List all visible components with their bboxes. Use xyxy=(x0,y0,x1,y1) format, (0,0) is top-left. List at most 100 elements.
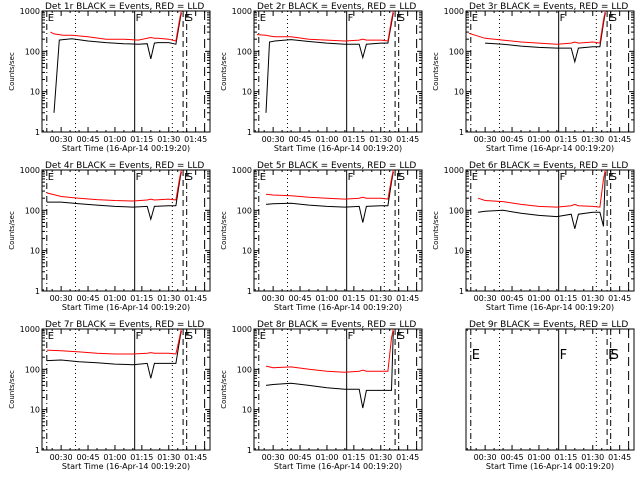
x-tick-label: 00:30 xyxy=(474,135,497,144)
event-marker-label: F xyxy=(136,172,142,183)
y-tick-label: 1 xyxy=(247,128,252,137)
y-axis-label: Counts/sec xyxy=(8,370,16,409)
event-marker-label: E xyxy=(48,331,54,342)
x-tick-label: 01:30 xyxy=(581,294,604,303)
series-lld-line xyxy=(50,10,182,42)
panel-title: Det 2r BLACK = Events, RED = LLD xyxy=(257,2,416,12)
x-axis-label: Start Time (16-Apr-14 00:19:20) xyxy=(274,303,402,312)
panel-8: Det 8r BLACK = Events, RED = LLD 1 10 100 10… xyxy=(220,320,423,471)
y-tick-label: 100 xyxy=(25,47,40,56)
y-tick-label: 10 xyxy=(454,247,464,256)
y-tick-label: 1 xyxy=(247,287,252,296)
y-tick-label: 100 xyxy=(25,206,40,215)
event-marker-label: E xyxy=(184,172,190,183)
plot-frame xyxy=(253,328,423,451)
series-events-line xyxy=(265,330,394,409)
series-events-line xyxy=(46,330,182,379)
x-tick-label: 01:45 xyxy=(396,294,419,303)
panel-title: Det 9r BLACK = Events, RED = LLD xyxy=(469,320,628,330)
x-tick-label: 01:45 xyxy=(608,453,631,462)
y-axis-label: Counts/sec xyxy=(432,211,440,250)
x-tick-label: 01:15 xyxy=(554,453,577,462)
y-tick-label: 100 xyxy=(449,47,464,56)
series-lld-line xyxy=(256,10,394,42)
x-tick-label: 01:15 xyxy=(554,135,577,144)
plot-frame xyxy=(41,169,211,292)
panel-7: Det 7r BLACK = Events, RED = LLD 1 10 100 10… xyxy=(8,320,211,471)
plot-frame xyxy=(41,10,211,133)
x-tick-label: 01:00 xyxy=(103,453,126,462)
x-tick-label: 01:45 xyxy=(184,294,207,303)
y-tick-label: 100 xyxy=(449,206,464,215)
x-tick-label: 01:00 xyxy=(103,135,126,144)
y-axis-label: Counts/sec xyxy=(8,52,16,91)
event-marker-label: E xyxy=(260,331,266,342)
x-tick-label: 00:45 xyxy=(289,453,312,462)
y-tick-label: 1 xyxy=(35,446,40,455)
series-events-line xyxy=(53,12,182,113)
series-lld-line xyxy=(477,169,606,208)
panel-9: Det 9r BLACK = Events, RED = LLD 00:30 00:… xyxy=(465,320,635,471)
y-axis-label: Counts/sec xyxy=(432,52,440,91)
x-axis-label: Start Time (16-Apr-14 00:19:20) xyxy=(486,303,614,312)
y-tick-label: 1000 xyxy=(20,166,40,175)
plot-frame xyxy=(465,328,635,451)
event-marker-label: F xyxy=(348,331,354,342)
y-tick-label: 1 xyxy=(459,128,464,137)
panel-title: Det 3r BLACK = Events, RED = LLD xyxy=(469,2,628,12)
x-tick-label: 01:00 xyxy=(527,294,550,303)
plot-frame xyxy=(465,169,635,292)
x-tick-label: 01:00 xyxy=(527,453,550,462)
x-tick-label: 01:00 xyxy=(103,294,126,303)
y-tick-label: 1000 xyxy=(232,166,252,175)
y-tick-label: 1000 xyxy=(20,7,40,16)
event-marker-label: S xyxy=(611,172,617,183)
y-tick-label: 1 xyxy=(35,287,40,296)
x-tick-label: 00:45 xyxy=(77,135,100,144)
x-tick-label: 00:30 xyxy=(50,135,73,144)
x-tick-label: 01:45 xyxy=(184,135,207,144)
x-axis-label: Start Time (16-Apr-14 00:19:20) xyxy=(486,144,614,153)
y-tick-label: 10 xyxy=(242,406,252,415)
y-axis-label: Counts/sec xyxy=(220,211,228,250)
y-tick-label: 100 xyxy=(237,206,252,215)
y-tick-label: 10 xyxy=(242,247,252,256)
x-tick-label: 01:45 xyxy=(184,453,207,462)
event-marker-label: E xyxy=(608,172,614,183)
event-marker-label: F xyxy=(348,13,354,24)
x-tick-label: 00:45 xyxy=(289,294,312,303)
x-tick-label: 01:00 xyxy=(315,453,338,462)
x-tick-label: 00:45 xyxy=(77,294,100,303)
x-tick-label: 01:45 xyxy=(608,135,631,144)
y-tick-label: 10 xyxy=(30,88,40,97)
series-lld-line xyxy=(46,169,182,202)
panel-3: Det 3r BLACK = Events, RED = LLD 1 10 100 10… xyxy=(432,2,635,153)
x-tick-label: 01:00 xyxy=(315,294,338,303)
x-tick-label: 00:30 xyxy=(474,294,497,303)
event-marker-label: E xyxy=(608,13,614,24)
event-marker-label: E xyxy=(184,331,190,342)
panel-5: Det 5r BLACK = Events, RED = LLD 1 10 100 10… xyxy=(220,161,423,312)
x-tick-label: 01:45 xyxy=(396,135,419,144)
event-marker-label: E xyxy=(472,348,480,363)
plot-frame xyxy=(465,10,635,133)
x-tick-label: 01:15 xyxy=(130,294,153,303)
y-tick-label: 10 xyxy=(454,88,464,97)
event-marker-label: E xyxy=(396,172,402,183)
event-marker-label: E xyxy=(608,348,616,363)
x-tick-label: 01:30 xyxy=(369,453,392,462)
event-marker-label: F xyxy=(348,172,354,183)
x-tick-label: 00:45 xyxy=(501,135,524,144)
panel-2: Det 2r BLACK = Events, RED = LLD 1 10 100 10… xyxy=(220,2,423,153)
y-tick-label: 1000 xyxy=(232,325,252,334)
x-axis-label: Start Time (16-Apr-14 00:19:20) xyxy=(62,144,190,153)
event-marker-label: E xyxy=(260,13,266,24)
x-axis-label: Start Time (16-Apr-14 00:19:20) xyxy=(274,144,402,153)
series-events-line xyxy=(265,171,394,223)
x-tick-label: 00:30 xyxy=(474,453,497,462)
series-events-line xyxy=(46,171,182,222)
x-tick-label: 01:30 xyxy=(581,453,604,462)
y-tick-label: 1000 xyxy=(444,166,464,175)
x-tick-label: 00:45 xyxy=(289,135,312,144)
